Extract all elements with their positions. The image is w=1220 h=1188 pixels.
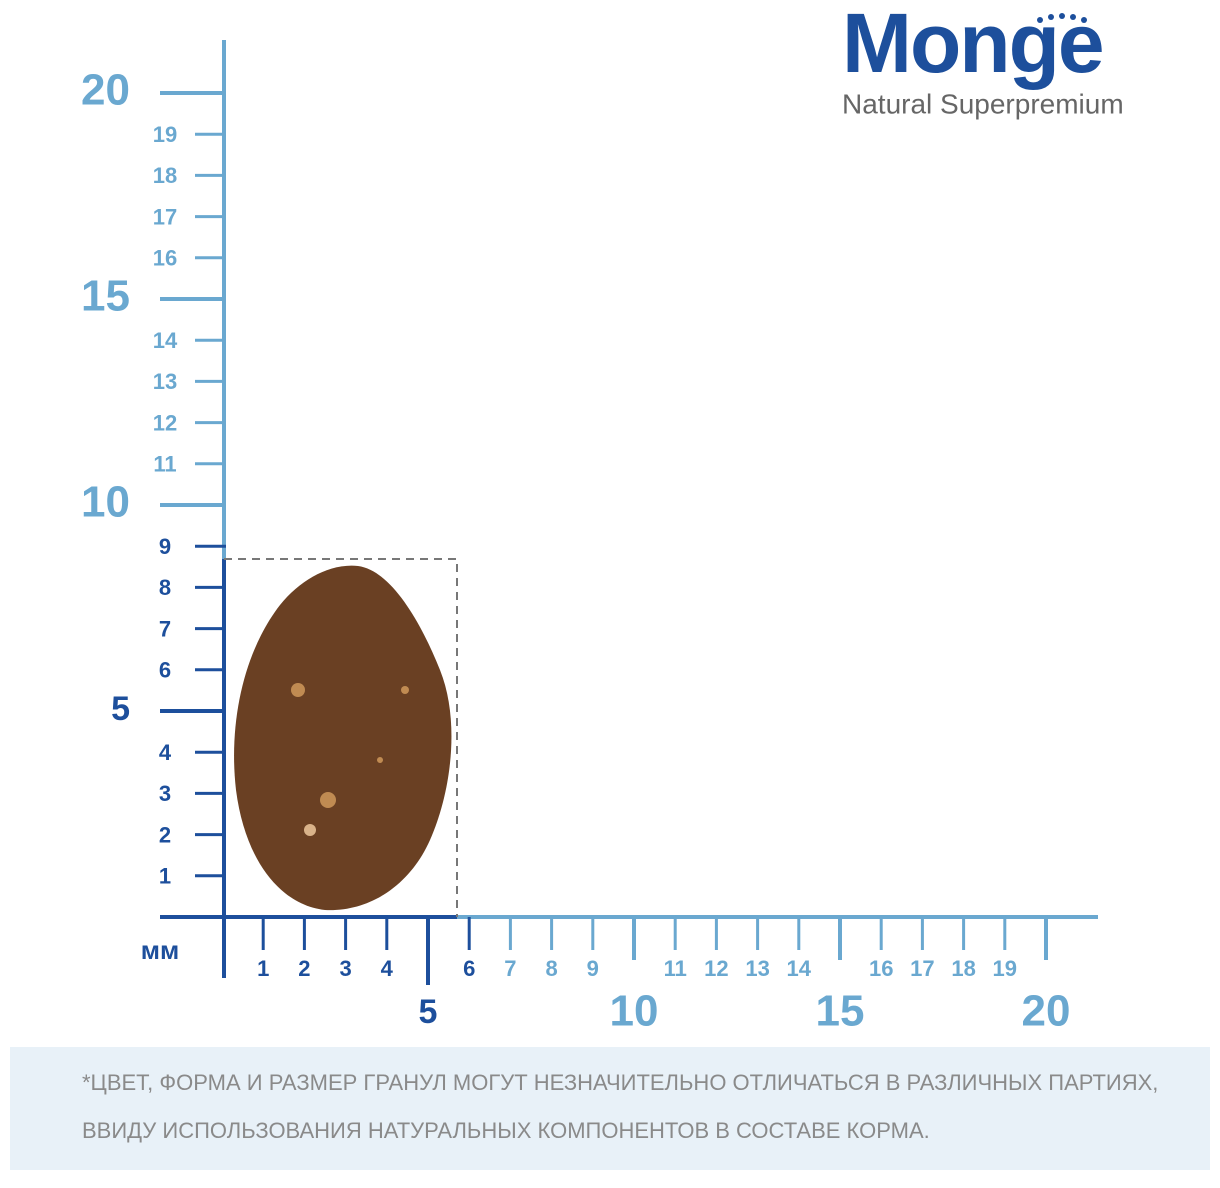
note-line: *ЦВЕТ, ФОРМА И РАЗМЕР ГРАНУЛ МОГУТ НЕЗНА…	[82, 1070, 1158, 1095]
x-tick-label: 9	[587, 956, 599, 981]
brand-tagline: Natural Superpremium	[842, 88, 1124, 119]
y-tick-label: 17	[153, 204, 177, 229]
x-tick-label: 6	[463, 956, 475, 981]
x-tick-label: 8	[545, 956, 557, 981]
y-tick-label: 18	[153, 163, 177, 188]
y-tick-label: 14	[153, 328, 178, 353]
y-tick-label: 6	[159, 658, 171, 683]
y-tick-label: 15	[81, 272, 130, 321]
x-tick-label: 13	[745, 956, 769, 981]
kibble-spots	[291, 683, 409, 836]
x-tick-label: 7	[504, 956, 516, 981]
x-tick-label: 10	[610, 987, 659, 1036]
note-line: ВВИДУ ИСПОЛЬЗОВАНИЯ НАТУРАЛЬНЫХ КОМПОНЕН…	[82, 1118, 930, 1143]
y-tick-label: 2	[159, 822, 171, 847]
x-tick-label: 19	[993, 956, 1017, 981]
x-tick-label: 20	[1022, 987, 1071, 1036]
y-tick-label: 3	[159, 781, 171, 806]
y-tick-label: 16	[153, 246, 177, 271]
y-tick-label: 5	[111, 690, 130, 728]
x-tick-label: 12	[704, 956, 728, 981]
x-tick-label: 16	[869, 956, 893, 981]
y-tick-label: 12	[153, 410, 177, 435]
x-tick-label: 15	[816, 987, 865, 1036]
x-tick-label: 11	[664, 956, 687, 981]
y-tick-label: 1	[159, 864, 171, 889]
y-tick-label: 20	[81, 66, 130, 115]
y-tick-label: 9	[159, 534, 171, 559]
size-box	[224, 558, 458, 917]
x-tick-label: 4	[381, 956, 394, 981]
y-tick-label: 7	[159, 616, 171, 641]
x-tick-label: 14	[787, 956, 812, 981]
stars	[1037, 13, 1087, 23]
x-tick-label: 3	[339, 956, 351, 981]
x-tick-label: 1	[257, 956, 269, 981]
x-tick-label: 5	[419, 993, 438, 1031]
y-tick-label: 8	[159, 575, 171, 600]
y-tick-label: 13	[153, 369, 177, 394]
x-tick-label: 18	[951, 956, 975, 981]
note-box	[10, 1047, 1210, 1170]
y-tick-label: 19	[153, 122, 177, 147]
y-tick-label: 11	[153, 452, 176, 477]
kibble	[234, 565, 452, 911]
x-tick-label: 17	[910, 956, 934, 981]
unit-label: мм	[141, 935, 179, 965]
y-tick-label: 4	[159, 740, 172, 765]
x-tick-label: 2	[298, 956, 310, 981]
y-tick-label: 10	[81, 478, 130, 527]
